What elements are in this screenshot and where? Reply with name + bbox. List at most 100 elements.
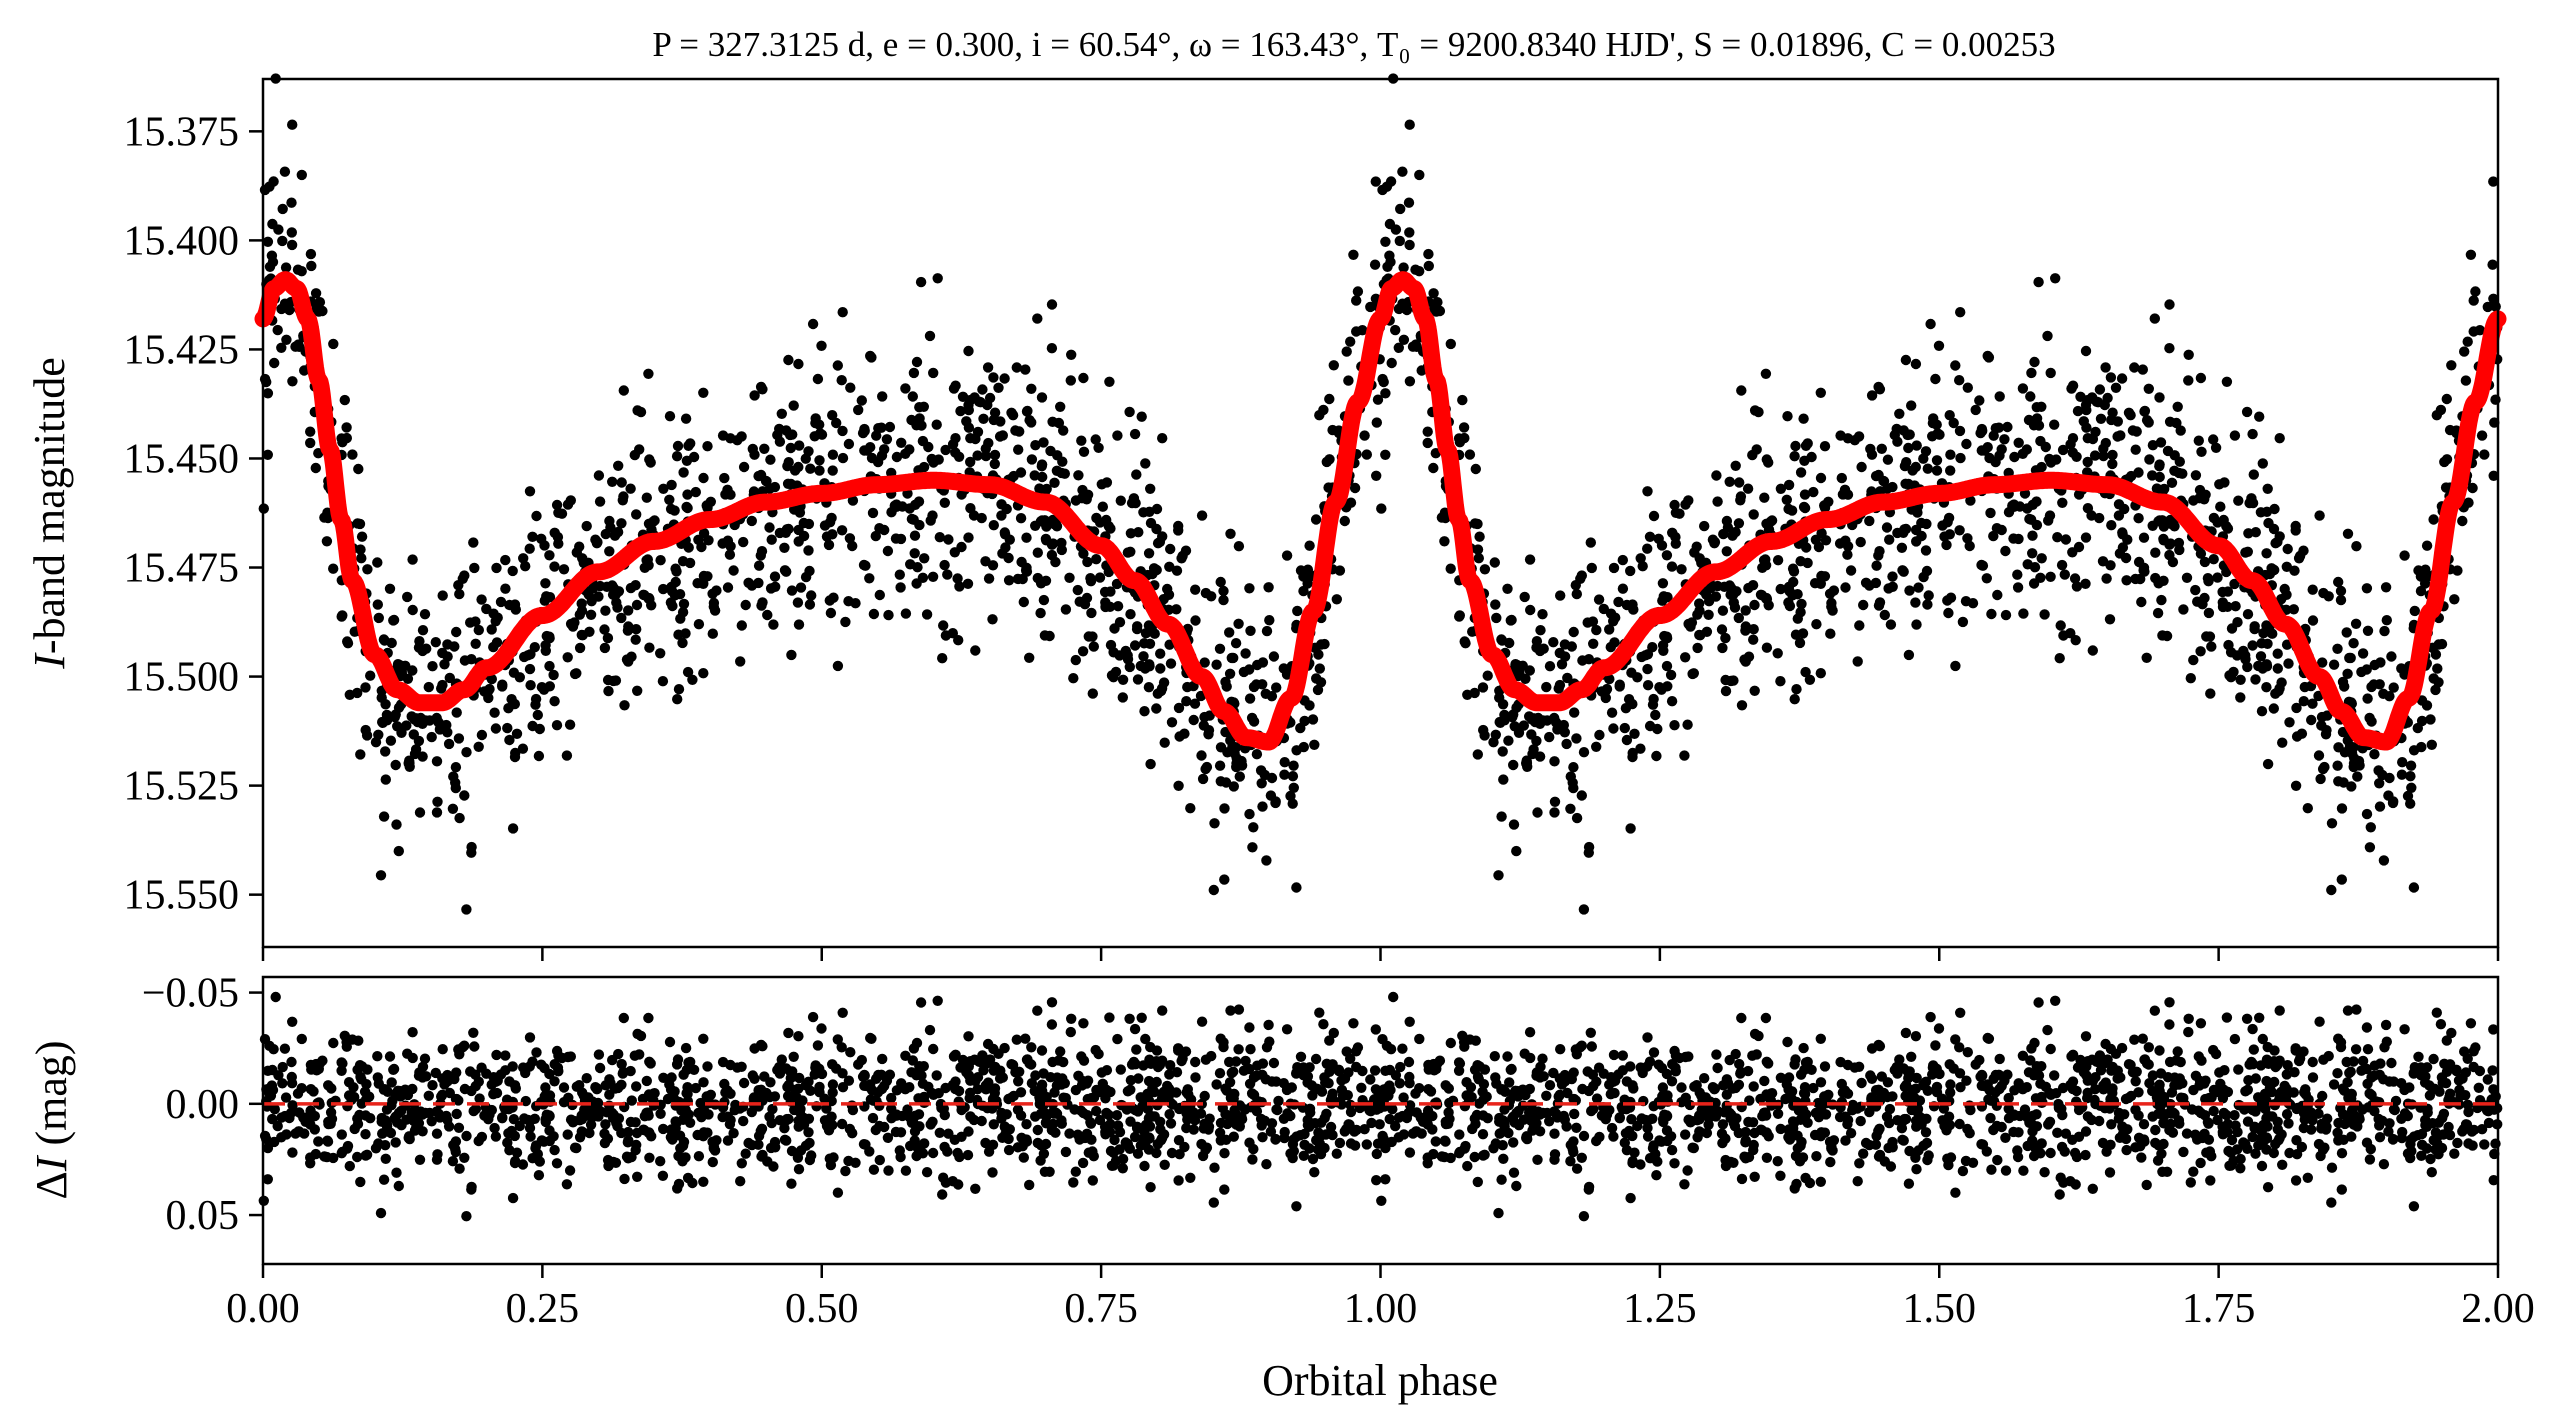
observation-point <box>1809 578 1821 589</box>
observation-point <box>2223 639 2234 651</box>
residual-point <box>907 1055 918 1066</box>
observation-point <box>814 455 825 466</box>
observation-point <box>2277 737 2288 748</box>
residual-point <box>657 1170 669 1182</box>
observation-point <box>412 716 423 728</box>
observation-point <box>632 685 643 696</box>
residual-point <box>780 1115 791 1126</box>
observation-point <box>1760 554 1771 565</box>
observation-point <box>1263 582 1274 593</box>
residual-point <box>1505 1064 1517 1076</box>
observation-point <box>2335 585 2347 597</box>
observation-point <box>780 527 791 538</box>
observation-point <box>476 594 487 605</box>
residual-point <box>1955 1082 1966 1093</box>
observation-point <box>937 653 948 664</box>
observation-point <box>2098 443 2109 454</box>
observation-point <box>1922 599 1933 610</box>
residual-point <box>1502 1051 1513 1062</box>
residual-point <box>1295 1051 1307 1063</box>
residual-point <box>548 1131 559 1142</box>
observation-point <box>2425 714 2436 725</box>
residual-point <box>837 1082 849 1093</box>
residual-point <box>266 1080 278 1091</box>
residual-point <box>2351 1004 2362 1015</box>
observation-point <box>1642 663 1653 675</box>
observation-point <box>401 720 412 731</box>
observation-point <box>1359 430 1370 441</box>
observation-point <box>491 637 503 648</box>
observation-point <box>738 461 750 473</box>
observation-point <box>963 532 974 543</box>
observation-point <box>2432 663 2443 674</box>
residual-point <box>803 1076 814 1088</box>
y-tick-label: 15.400 <box>124 218 240 264</box>
observation-point <box>2135 573 2146 585</box>
observation-point <box>1117 692 1129 703</box>
observation-point <box>402 591 413 603</box>
residual-point <box>2250 1148 2261 1159</box>
observation-point <box>328 563 339 574</box>
residual-point <box>840 1165 851 1177</box>
observation-point <box>1165 543 1176 555</box>
observation-point <box>407 554 418 565</box>
observation-point <box>1390 324 1401 336</box>
observation-point <box>2067 380 2079 391</box>
observation-point <box>347 449 358 460</box>
residual-point <box>1013 1076 1024 1087</box>
residual-point <box>1112 1033 1123 1045</box>
observation-point <box>947 628 958 639</box>
observation-point <box>1898 566 1909 577</box>
residual-point <box>2050 995 2061 1006</box>
observation-point <box>1377 373 1388 385</box>
observation-point <box>527 720 538 732</box>
observation-point <box>558 564 570 575</box>
observation-point <box>2262 483 2273 494</box>
residual-point <box>1898 1135 1909 1146</box>
residual-point <box>2357 1104 2368 1115</box>
residual-point <box>931 1070 942 1081</box>
observation-point <box>1800 666 1811 678</box>
residual-point <box>1377 1034 1388 1045</box>
observation-point <box>866 352 877 363</box>
observation-point <box>2441 454 2453 465</box>
observation-point <box>1151 523 1162 535</box>
residual-point <box>290 1128 301 1139</box>
residual-point <box>1404 1078 1415 1089</box>
observation-point <box>1565 803 1576 814</box>
observation-point <box>1759 492 1770 503</box>
observation-point <box>603 685 614 697</box>
observation-point <box>2150 547 2161 558</box>
residual-point <box>1583 1184 1595 1195</box>
observation-point <box>1923 590 1934 601</box>
residual-point <box>1020 1033 1031 1044</box>
observation-point <box>1945 449 1956 460</box>
observation-point <box>1795 607 1806 618</box>
observation-point <box>2281 561 2292 572</box>
observation-point <box>874 523 885 534</box>
residual-point <box>1836 1078 1848 1090</box>
observation-point <box>420 715 431 726</box>
observation-point <box>978 413 989 424</box>
observation-point <box>1158 677 1170 688</box>
observation-point <box>1145 483 1156 494</box>
observation-point <box>2107 449 2118 461</box>
residual-point <box>2299 1114 2310 1125</box>
observation-point <box>461 747 472 758</box>
residual-point <box>1324 1035 1335 1046</box>
observation-point <box>2155 437 2167 448</box>
observation-point <box>1845 565 1857 576</box>
observation-point <box>2261 682 2272 693</box>
observation-point <box>1920 446 1932 457</box>
residual-point <box>1200 1054 1212 1065</box>
residual-point <box>1625 1061 1636 1072</box>
observation-point <box>2193 435 2204 446</box>
observation-point <box>2326 818 2338 829</box>
residual-point <box>361 1079 372 1090</box>
observation-point <box>784 429 796 441</box>
observation-point <box>1225 528 1236 539</box>
residual-point <box>414 1154 426 1166</box>
observation-point <box>1657 640 1669 651</box>
observation-point <box>1318 404 1329 416</box>
observation-point <box>2087 645 2098 656</box>
